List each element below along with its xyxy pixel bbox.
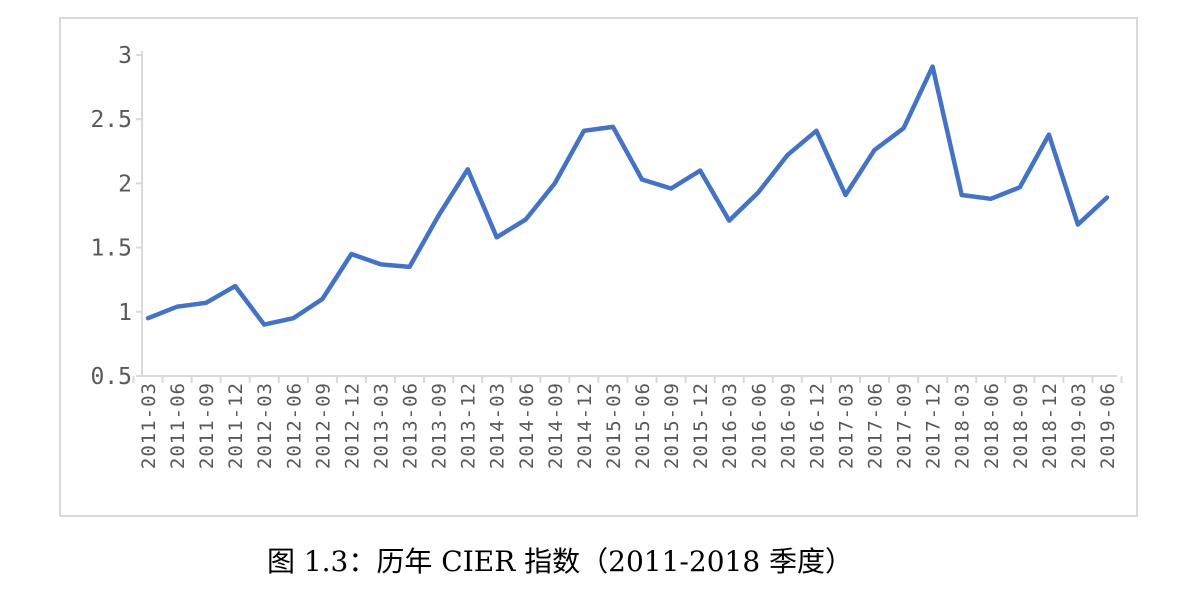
x-tick-label: 2018-12 bbox=[1039, 382, 1061, 469]
line-chart: 0.5 1 1.5 2 2.5 3 2011-03 2011-06 2011-09 2011-12… bbox=[90, 43, 1123, 469]
data-point bbox=[553, 181, 557, 185]
x-tick-label: 2011-12 bbox=[225, 382, 247, 469]
x-tick-label: 2011-09 bbox=[196, 382, 218, 469]
data-point bbox=[233, 284, 237, 288]
data-point bbox=[902, 126, 906, 130]
x-tick-label: 2015-12 bbox=[690, 382, 712, 469]
x-tick-label: 2012-03 bbox=[254, 382, 276, 469]
x-tick-label: 2016-09 bbox=[777, 382, 799, 469]
y-tick-label: 0.5 bbox=[90, 364, 132, 390]
y-tick-label: 2 bbox=[118, 171, 132, 197]
data-point bbox=[175, 305, 179, 309]
data-point bbox=[204, 301, 208, 305]
data-point bbox=[756, 190, 760, 194]
x-tick-label: 2014-09 bbox=[545, 382, 567, 469]
data-point bbox=[378, 262, 382, 266]
x-tick-label: 2011-03 bbox=[138, 382, 160, 469]
data-point bbox=[814, 129, 818, 133]
data-point bbox=[524, 217, 528, 221]
data-point bbox=[320, 297, 324, 301]
x-tick-label: 2014-03 bbox=[487, 382, 509, 469]
x-tick-label: 2019-03 bbox=[1068, 382, 1090, 469]
x-tick-label: 2017-12 bbox=[923, 382, 945, 469]
x-tick-label: 2015-06 bbox=[632, 382, 654, 469]
data-point bbox=[262, 323, 266, 327]
figure-caption: 图 1.3：历年 CIER 指数（2011-2018 季度） bbox=[266, 545, 854, 578]
x-tick-label: 2013-03 bbox=[370, 382, 392, 469]
data-point bbox=[1076, 222, 1080, 226]
x-tick-label: 2013-06 bbox=[400, 382, 422, 469]
data-point bbox=[960, 193, 964, 197]
x-tick-label: 2018-09 bbox=[1010, 382, 1032, 469]
x-tick-label: 2015-09 bbox=[661, 382, 683, 469]
data-point bbox=[698, 169, 702, 173]
x-tick-label: 2017-09 bbox=[894, 382, 916, 469]
series-line bbox=[145, 64, 1110, 327]
x-tick-label: 2014-12 bbox=[574, 382, 596, 469]
data-point bbox=[727, 219, 731, 223]
data-point bbox=[1047, 133, 1051, 137]
data-point bbox=[582, 129, 586, 133]
data-point bbox=[466, 167, 470, 171]
y-tick-label: 1 bbox=[118, 300, 132, 326]
y-tick-label: 2.5 bbox=[90, 107, 132, 133]
data-point bbox=[785, 153, 789, 157]
x-tick-label: 2011-06 bbox=[167, 382, 189, 469]
x-tick-label: 2013-12 bbox=[458, 382, 480, 469]
x-tick-label: 2018-06 bbox=[981, 382, 1003, 469]
data-point bbox=[1018, 185, 1022, 189]
x-tick-label: 2015-03 bbox=[603, 382, 625, 469]
x-tick-label: 2017-06 bbox=[865, 382, 887, 469]
data-point bbox=[669, 187, 673, 191]
data-point bbox=[495, 235, 499, 239]
x-tick-label: 2016-06 bbox=[748, 382, 770, 469]
data-point bbox=[873, 148, 877, 152]
data-point bbox=[611, 125, 615, 129]
data-point bbox=[931, 65, 935, 69]
data-point bbox=[349, 252, 353, 256]
chart-frame: 0.5 1 1.5 2 2.5 3 2011-03 2011-06 2011-09 2011-12… bbox=[59, 17, 1138, 517]
data-point bbox=[640, 178, 644, 182]
x-tick-label: 2016-12 bbox=[806, 382, 828, 469]
data-point bbox=[843, 193, 847, 197]
data-point bbox=[437, 214, 441, 218]
data-point bbox=[291, 316, 295, 320]
x-tick-label: 2017-03 bbox=[835, 382, 857, 469]
x-tick-label: 2013-09 bbox=[429, 382, 451, 469]
x-tick-label: 2014-06 bbox=[516, 382, 538, 469]
data-point bbox=[989, 197, 993, 201]
data-point bbox=[1105, 196, 1109, 200]
x-tick-label: 2012-09 bbox=[312, 382, 334, 469]
x-tick-label: 2012-06 bbox=[283, 382, 305, 469]
data-point bbox=[146, 316, 150, 320]
y-tick-label: 1.5 bbox=[90, 236, 132, 262]
y-tick-label: 3 bbox=[118, 43, 132, 69]
x-tick-label: 2018-03 bbox=[952, 382, 974, 469]
x-tick-label: 2016-03 bbox=[719, 382, 741, 469]
data-point bbox=[408, 265, 412, 269]
x-tick-label: 2012-12 bbox=[341, 382, 363, 469]
x-tick-label: 2019-06 bbox=[1097, 382, 1119, 469]
